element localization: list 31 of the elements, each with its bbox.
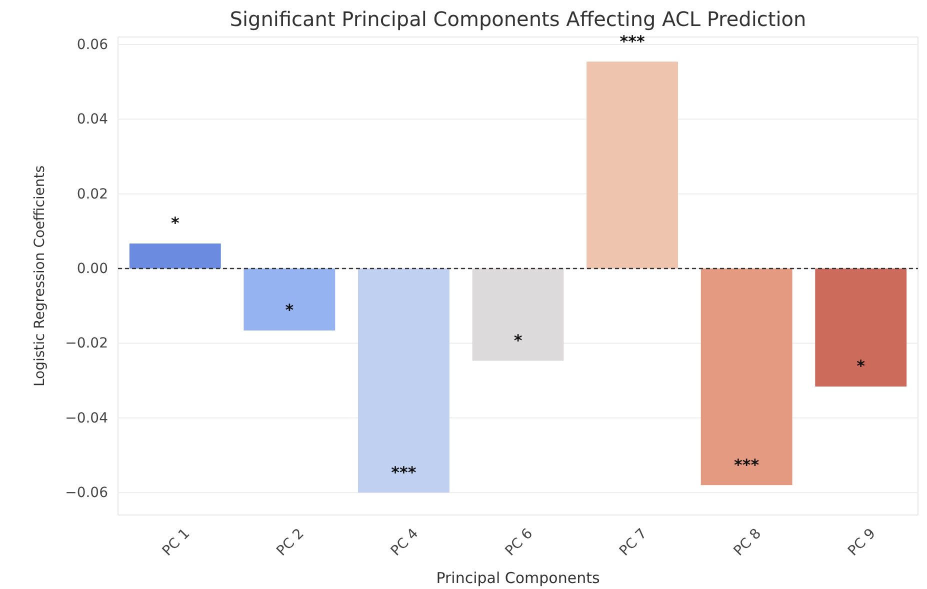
y-tick-label: 0.06 [76, 36, 108, 53]
annotation: * [170, 214, 180, 233]
y-axis-title: Logistic Regression Coefficients [32, 165, 48, 387]
annotation: * [285, 300, 294, 320]
annotation: *** [391, 462, 417, 482]
y-tick-label: 0.00 [76, 261, 108, 278]
x-tick-label: PC 8 [730, 526, 765, 560]
annotation: * [856, 356, 866, 376]
bar [700, 268, 792, 486]
x-tick-label: PC 7 [616, 526, 650, 560]
chart-title: Significant Principal Components Affecting ACL Prediction [230, 7, 806, 31]
x-axis-title: Principal Components [436, 569, 600, 587]
bar [358, 268, 450, 493]
annotation: *** [620, 32, 646, 51]
annotation: *** [734, 455, 760, 474]
x-tick-label: PC 4 [388, 526, 422, 560]
x-tick-label: PC 2 [274, 526, 308, 560]
y-tick-label: −0.04 [65, 410, 108, 426]
y-tick-label: −0.02 [65, 336, 108, 352]
bar [129, 244, 221, 269]
x-tick-label: PC 9 [845, 526, 879, 560]
bar [472, 268, 564, 361]
bar [586, 62, 678, 269]
y-tick-label: −0.06 [65, 485, 108, 502]
x-tick-label: PC 6 [502, 526, 536, 560]
annotation: * [514, 330, 523, 350]
x-tick-label: PC 1 [159, 526, 194, 560]
bar [244, 268, 336, 331]
y-tick-label: 0.02 [76, 186, 108, 202]
y-tick-label: 0.04 [76, 112, 108, 128]
bar [815, 268, 907, 387]
